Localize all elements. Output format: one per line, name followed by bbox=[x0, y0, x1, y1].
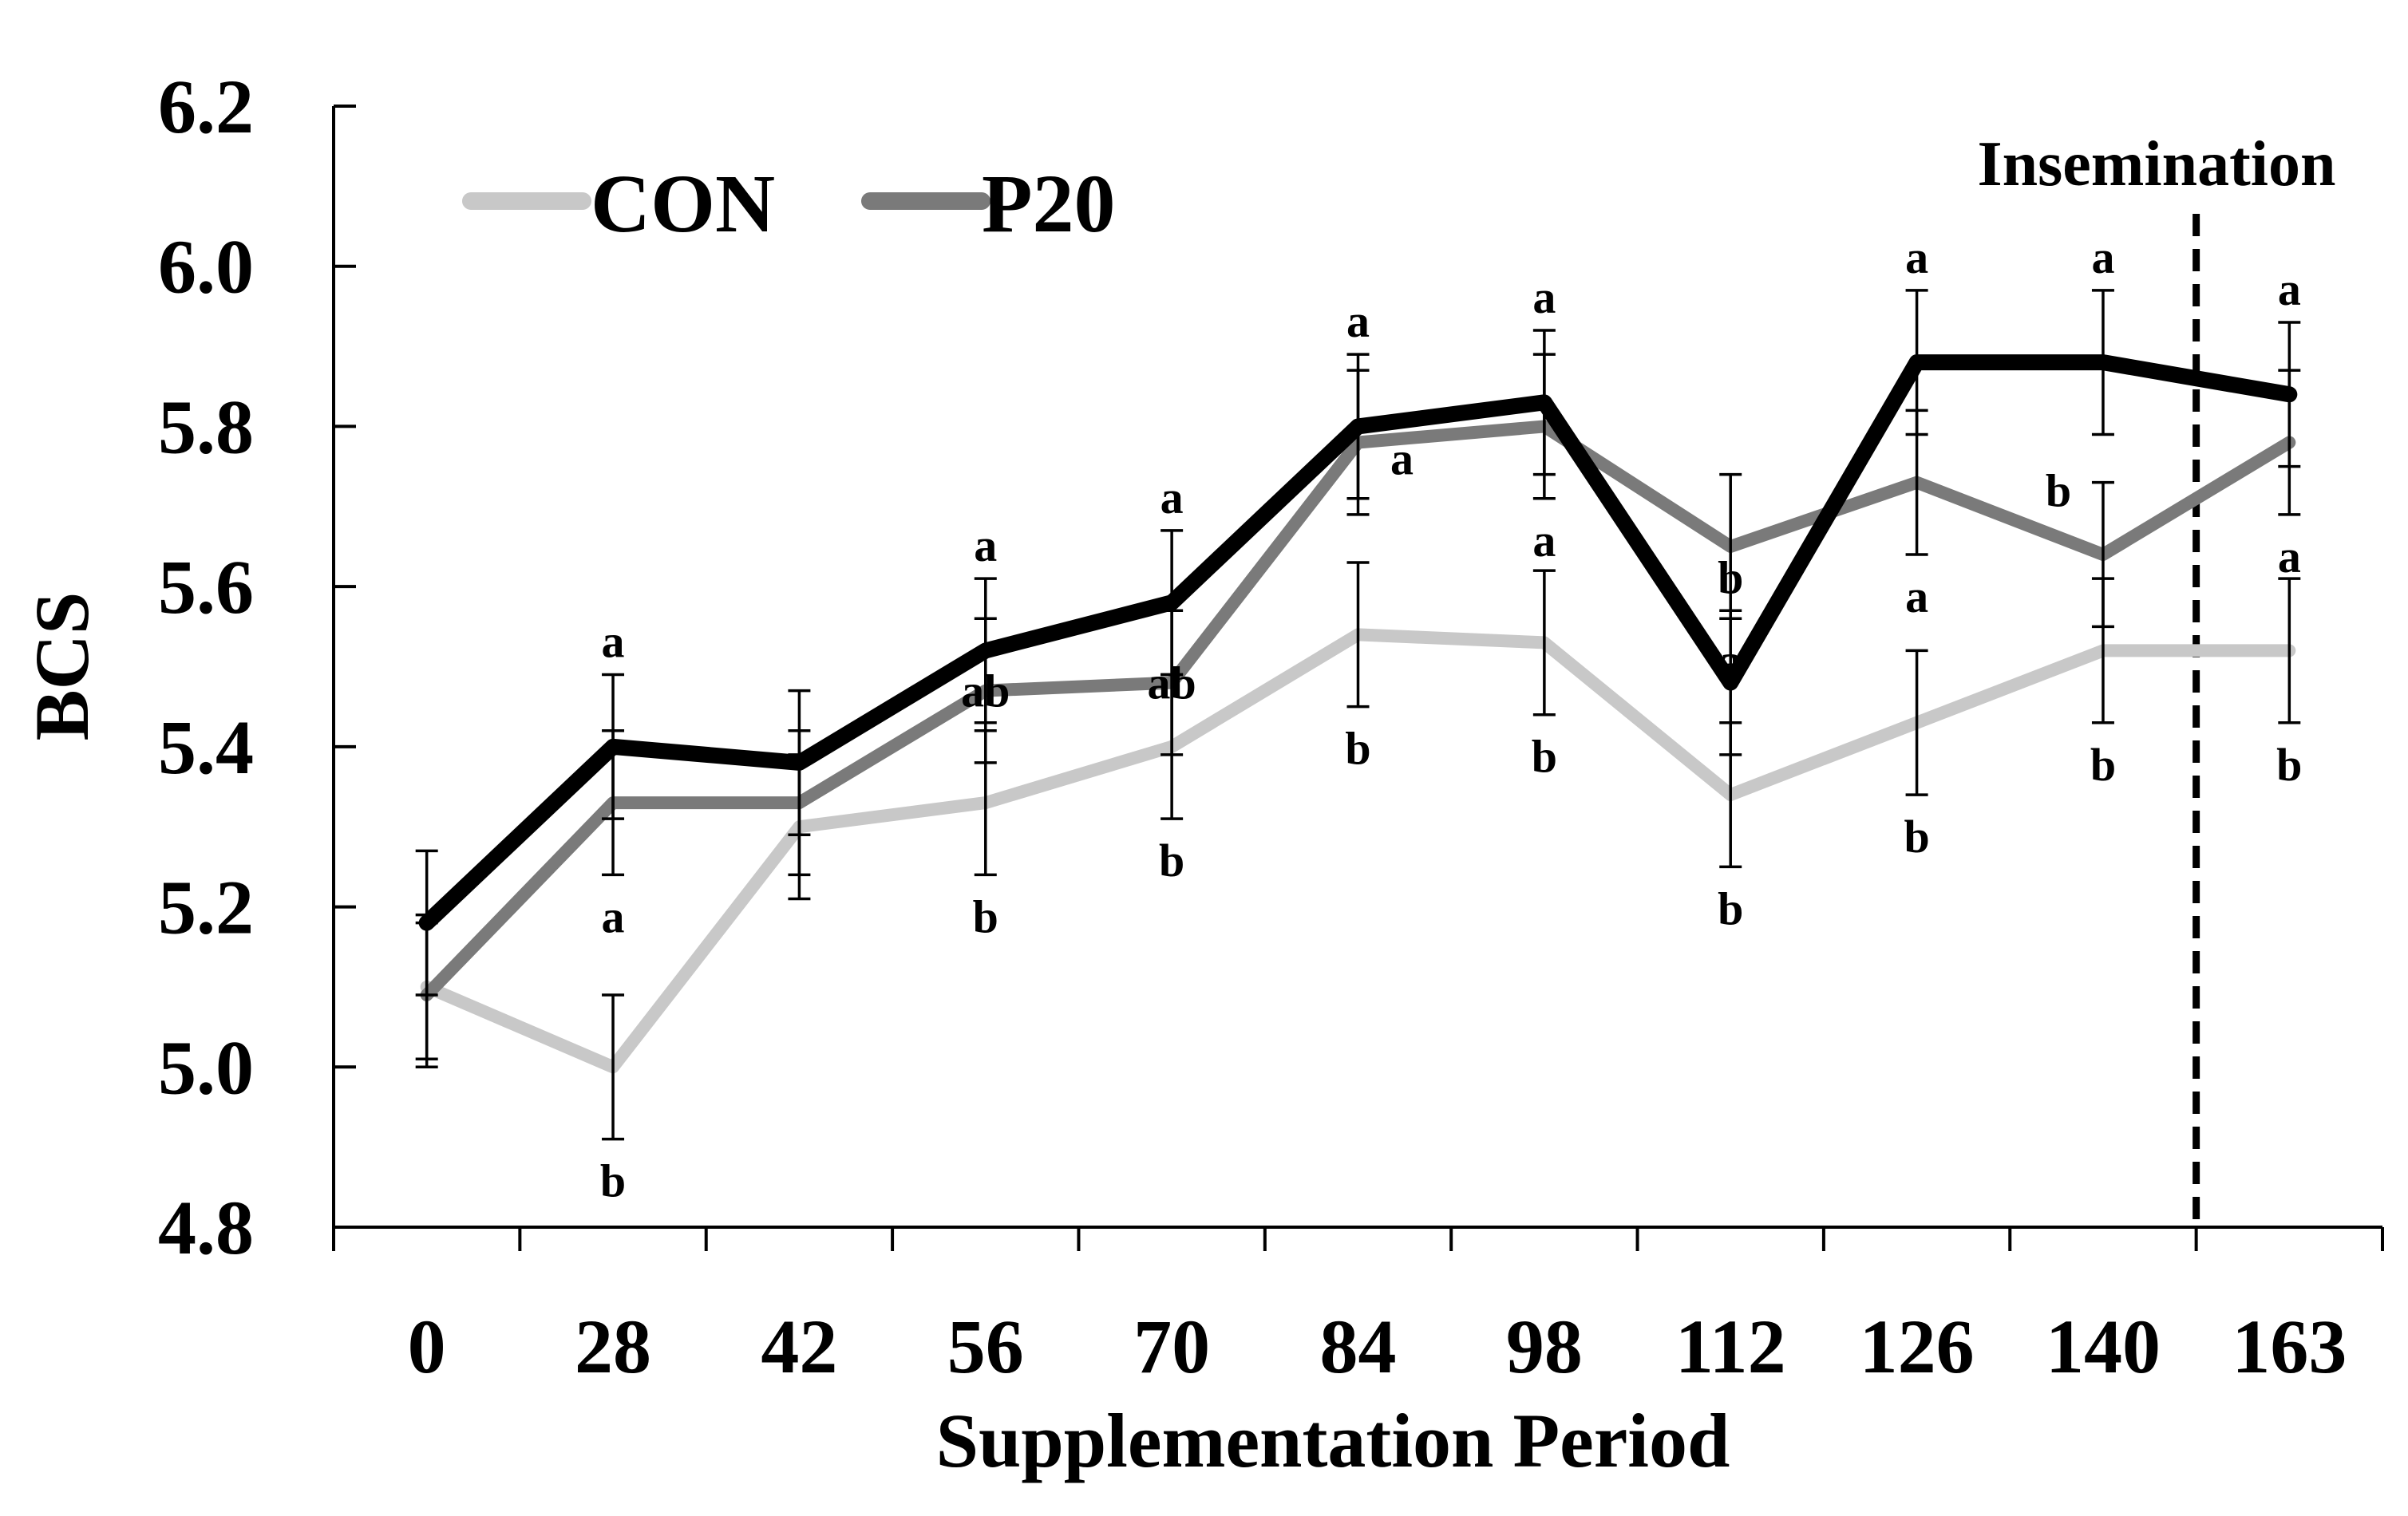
significance-letter: b bbox=[1718, 551, 1743, 603]
axes-layer: 4.8 5.0 5.2 5.4 5.6 5.8 6.0 6.2 0 28 42 56 70 84 98 112… bbox=[158, 64, 2384, 1389]
y-tick-label: 5.4 bbox=[158, 705, 254, 790]
significance-letter: a bbox=[1390, 433, 1414, 485]
x-tick-label: 112 bbox=[1675, 1304, 1786, 1389]
significance-letter: a bbox=[1346, 295, 1370, 347]
legend-label-p20: P20 bbox=[982, 158, 1116, 250]
significance-letter: b bbox=[1345, 723, 1370, 775]
significance-letter: b bbox=[973, 890, 998, 942]
y-tick-label: 6.2 bbox=[158, 64, 254, 149]
y-tick-label: 5.0 bbox=[158, 1024, 254, 1110]
x-tick-label: 28 bbox=[575, 1304, 651, 1389]
error-bars-layer bbox=[415, 289, 2301, 1141]
x-axis-title: Supplementation Period bbox=[936, 1398, 1730, 1483]
insemination-label: Insemination bbox=[1978, 129, 2336, 199]
significance-letter: a bbox=[1161, 472, 1184, 523]
significance-letter: b bbox=[1159, 835, 1184, 886]
significance-letter: a bbox=[602, 890, 625, 942]
significance-letter: a bbox=[1719, 634, 1742, 686]
significance-letter: b bbox=[600, 1155, 626, 1207]
significance-letter: b bbox=[2276, 739, 2302, 791]
significance-letter: a bbox=[1905, 570, 1928, 622]
x-tick-label: 70 bbox=[1133, 1304, 1210, 1389]
legend: CON P20 bbox=[462, 158, 1116, 250]
significance-letter: b bbox=[2090, 739, 2116, 791]
x-tick-label: 56 bbox=[947, 1304, 1024, 1389]
legend-label-con: CON bbox=[591, 158, 775, 250]
x-tick-label: 0 bbox=[408, 1304, 446, 1389]
significance-letter: ab bbox=[1148, 657, 1196, 709]
significance-letter: a bbox=[1532, 271, 1556, 323]
significance-letter: b bbox=[1718, 882, 1743, 934]
significance-letter: ab bbox=[961, 665, 1010, 717]
significance-letter: a bbox=[1532, 515, 1556, 567]
significance-letter: a bbox=[2278, 263, 2301, 315]
x-tick-label: 42 bbox=[761, 1304, 837, 1389]
y-tick-label: 4.8 bbox=[158, 1185, 254, 1270]
y-tick-label: 5.8 bbox=[158, 384, 254, 469]
y-axis-title: BCS bbox=[19, 592, 105, 741]
x-tick-label: 84 bbox=[1320, 1304, 1397, 1389]
y-tick-label: 5.6 bbox=[158, 544, 254, 630]
y-tick-label: 6.0 bbox=[158, 224, 254, 310]
significance-letter: a bbox=[1905, 231, 1928, 283]
significance-letter: a bbox=[2278, 531, 2301, 582]
significance-letter: a bbox=[974, 519, 997, 571]
significance-letter: a bbox=[2091, 231, 2114, 283]
y-tick-label: 5.2 bbox=[158, 865, 254, 950]
x-tick-label: 98 bbox=[1506, 1304, 1583, 1389]
x-tick-label: 140 bbox=[2046, 1304, 2161, 1389]
x-tick-label: 163 bbox=[2232, 1304, 2347, 1389]
significance-letter: b bbox=[2046, 465, 2071, 517]
significance-letter: a bbox=[602, 616, 625, 668]
x-tick-label: 126 bbox=[1860, 1304, 1975, 1389]
significance-letter: b bbox=[1532, 731, 1557, 783]
significance-letter: b bbox=[1904, 811, 1929, 863]
